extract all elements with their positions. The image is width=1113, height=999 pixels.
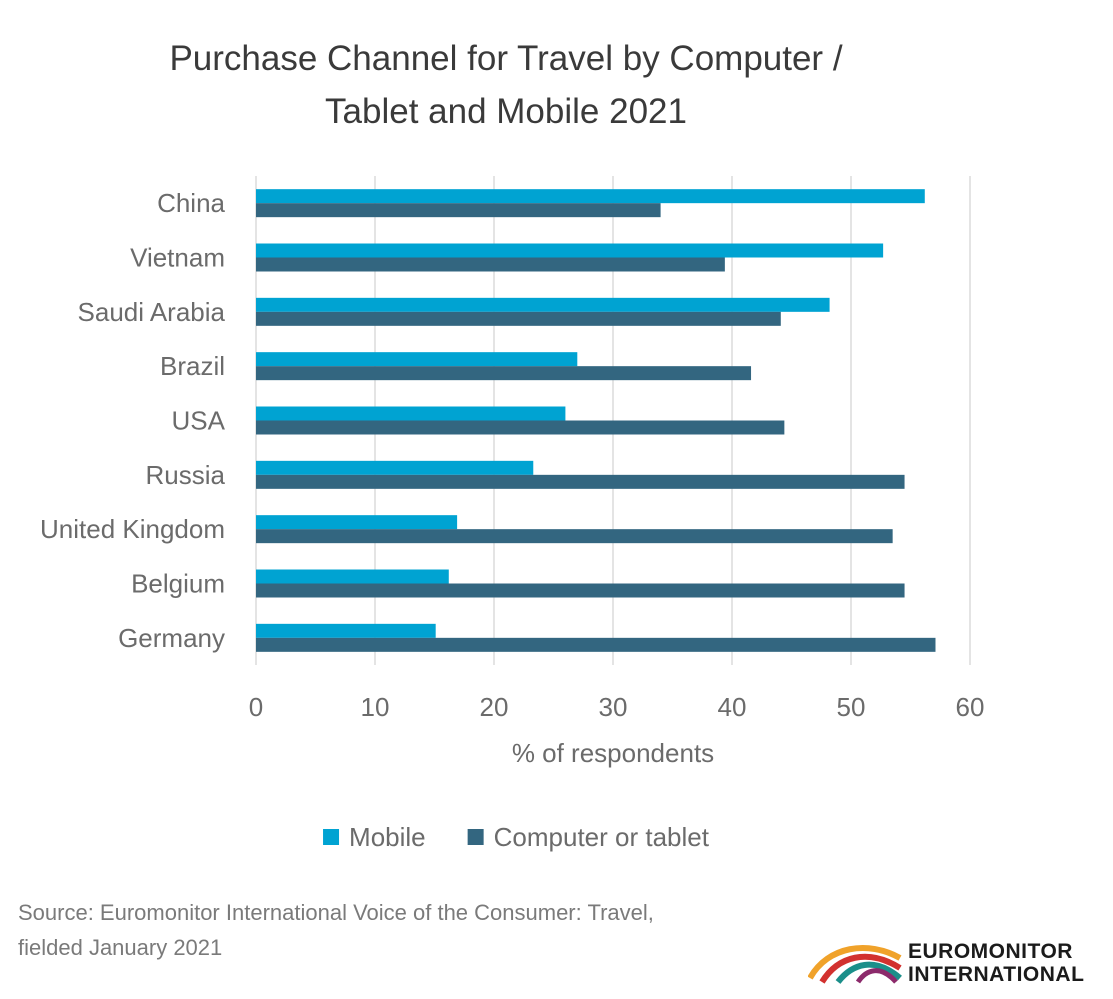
bar-mobile-saudi-arabia <box>256 297 830 312</box>
chart-title-line-2: Tablet and Mobile 2021 <box>325 92 687 131</box>
category-label-china: China <box>157 188 225 218</box>
bar-mobile-usa <box>256 406 566 421</box>
bar-mobile-united-kingdom <box>256 515 458 530</box>
bar-mobile-belgium <box>256 569 449 584</box>
euromonitor-logo: EUROMONITOR INTERNATIONAL <box>808 940 1084 984</box>
bar-mobile-vietnam <box>256 243 884 258</box>
legend-swatch-computer-or-tablet <box>467 829 484 845</box>
legend-label-computer-or-tablet: Computer or tablet <box>494 822 710 852</box>
x-tick-label-30: 30 <box>599 692 628 722</box>
x-tick-label-40: 40 <box>718 692 747 722</box>
x-tick-label-50: 50 <box>837 692 866 722</box>
bar-computer-or-tablet-saudi-arabia <box>256 311 781 326</box>
category-label-russia: Russia <box>146 460 226 490</box>
bar-mobile-china <box>256 189 925 204</box>
bar-chart: Purchase Channel for Travel by Computer … <box>40 39 985 852</box>
bar-computer-or-tablet-russia <box>256 474 905 489</box>
bar-mobile-germany <box>256 623 436 638</box>
x-axis-title: % of respondents <box>512 738 714 768</box>
bar-computer-or-tablet-usa <box>256 420 785 435</box>
legend-label-mobile: Mobile <box>349 822 426 852</box>
category-labels: China Vietnam Saudi Arabia Brazil USA Russia U… <box>40 188 226 653</box>
bar-computer-or-tablet-china <box>256 203 661 218</box>
category-label-usa: USA <box>172 406 226 436</box>
category-label-germany: Germany <box>118 623 225 653</box>
chart-title-line-1: Purchase Channel for Travel by Computer … <box>169 39 842 78</box>
x-tick-label-20: 20 <box>480 692 509 722</box>
logo-text-line-2: INTERNATIONAL <box>908 963 1084 984</box>
bar-mobile-brazil <box>256 352 578 367</box>
bar-computer-or-tablet-united-kingdom <box>256 529 893 544</box>
logo-text-line-1: EUROMONITOR <box>908 940 1073 963</box>
legend-swatch-mobile <box>323 829 340 845</box>
source-note-line-2: fielded January 2021 <box>18 935 223 960</box>
category-label-vietnam: Vietnam <box>130 243 225 273</box>
x-tick-labels: 0 10 20 30 40 50 60 <box>249 692 985 722</box>
bars <box>256 189 936 652</box>
category-label-united-kingdom: United Kingdom <box>40 514 225 544</box>
bar-computer-or-tablet-germany <box>256 637 936 652</box>
category-label-belgium: Belgium <box>131 569 225 599</box>
x-tick-label-10: 10 <box>361 692 390 722</box>
x-tick-label-0: 0 <box>249 692 263 722</box>
bar-computer-or-tablet-brazil <box>256 366 752 381</box>
x-tick-label-60: 60 <box>956 692 985 722</box>
category-label-saudi-arabia: Saudi Arabia <box>78 297 226 327</box>
bar-computer-or-tablet-vietnam <box>256 257 725 272</box>
bar-computer-or-tablet-belgium <box>256 583 905 598</box>
legend: Mobile Computer or tablet <box>323 822 710 852</box>
logo-mark-icon <box>808 944 902 984</box>
category-label-brazil: Brazil <box>160 351 225 381</box>
source-note-line-1: Source: Euromonitor International Voice … <box>18 900 654 925</box>
bar-mobile-russia <box>256 460 534 475</box>
